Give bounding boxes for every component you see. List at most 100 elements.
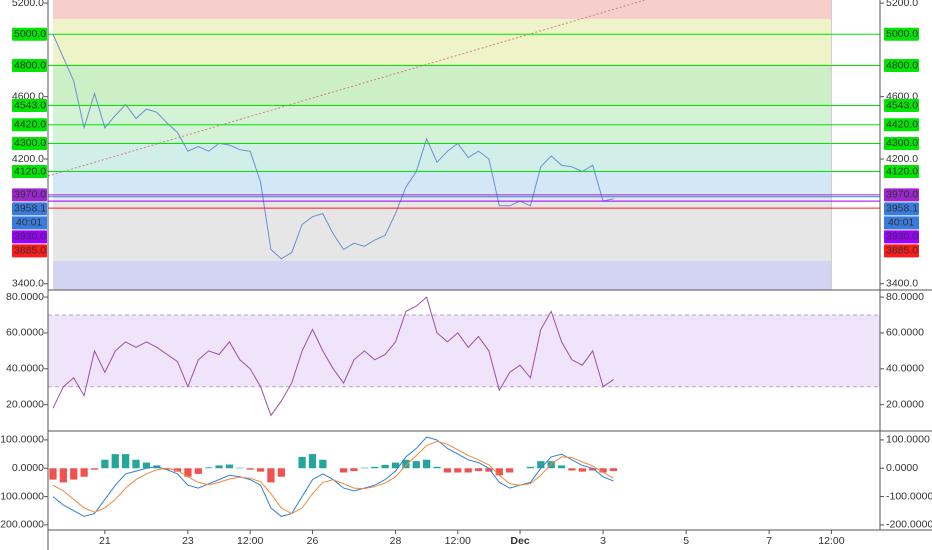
y-tick-label: 60.0000 — [6, 327, 44, 339]
level-box — [884, 99, 919, 113]
x-tick-label: 12:00 — [818, 535, 844, 547]
y-tick-label: 0.0000 — [886, 462, 918, 474]
histogram-bar — [371, 466, 379, 469]
histogram-bar — [256, 468, 265, 472]
band — [52, 143, 832, 172]
histogram-bar — [122, 454, 130, 469]
countdown: 40:01 — [16, 217, 42, 229]
level-label: 3958.1 — [886, 203, 918, 215]
level-box — [884, 230, 919, 244]
level-box — [12, 202, 47, 216]
level-label: 3885.0 — [886, 245, 918, 257]
histogram-bar — [485, 468, 493, 472]
y-tick-label: -100.0000 — [0, 490, 44, 502]
histogram-bar — [163, 468, 171, 470]
histogram-bar — [184, 468, 192, 477]
y-tick-label: 80.0000 — [6, 291, 44, 303]
band — [52, 65, 832, 106]
level-box — [12, 244, 47, 258]
histogram-bar — [225, 464, 234, 469]
level-box — [884, 188, 919, 202]
histogram-bar — [350, 468, 358, 472]
histogram-bar — [526, 466, 535, 469]
y-tick-label: -100.0000 — [886, 490, 932, 502]
level-label: 4300.0 — [886, 137, 918, 149]
level-box — [12, 27, 47, 41]
y-tick-label: 20.0000 — [6, 398, 44, 410]
level-label: 3885.0 — [14, 245, 46, 257]
histogram-bar — [360, 467, 368, 469]
level-box — [884, 202, 919, 216]
level-label: 3930.0 — [886, 231, 918, 243]
histogram-bar — [194, 468, 202, 474]
histogram-bar — [277, 468, 285, 477]
histogram-bar — [443, 468, 452, 473]
histogram-bar — [464, 468, 472, 473]
histogram-bar — [495, 468, 503, 476]
histogram-bar — [80, 468, 88, 477]
band — [52, 194, 832, 261]
level-label: 3930.0 — [14, 231, 46, 243]
histogram-bar — [173, 468, 182, 472]
histogram-bar — [381, 464, 389, 469]
histogram-bar — [609, 468, 618, 472]
countdown: 40:01 — [888, 217, 914, 229]
y-tick-label: 40.0000 — [6, 363, 44, 375]
histogram-bar — [59, 468, 67, 483]
level-label: 4120.0 — [886, 165, 918, 177]
histogram-bar — [246, 468, 254, 470]
x-tick-label: 3 — [600, 535, 606, 547]
histogram-bar — [557, 465, 566, 469]
x-tick-label: 12:00 — [445, 535, 471, 547]
level-box — [884, 136, 919, 150]
y-tick-label: 4200.0 — [886, 153, 918, 165]
x-tick-label: 23 — [182, 535, 194, 547]
y-tick-label: 100.0000 — [0, 434, 44, 446]
histogram-bar — [215, 465, 223, 469]
y-tick-label: 4200.0 — [12, 153, 44, 165]
level-label: 3958.1 — [14, 203, 46, 215]
level-box — [884, 58, 919, 72]
x-tick-label: 26 — [307, 535, 319, 547]
x-tick-label: 12:00 — [237, 535, 263, 547]
histogram-bar — [339, 468, 348, 473]
histogram-bar — [423, 459, 431, 469]
series-line — [52, 296, 614, 417]
x-tick-label: 7 — [766, 535, 772, 547]
level-box — [884, 27, 919, 41]
level-box — [12, 136, 47, 150]
y-tick-label: 3400.0 — [12, 278, 44, 290]
level-label: 4420.0 — [14, 119, 46, 131]
histogram-bar — [589, 468, 597, 471]
series-line — [52, 436, 614, 517]
histogram-bar — [236, 467, 244, 469]
level-box — [12, 58, 47, 72]
histogram-bar — [599, 468, 607, 473]
histogram-bar — [391, 462, 400, 469]
y-tick-label: -200.0000 — [0, 519, 44, 531]
histogram-bar — [568, 468, 576, 471]
y-tick-label: 3400.0 — [886, 278, 918, 290]
histogram-bar — [205, 467, 213, 469]
histogram-bar — [111, 454, 119, 469]
level-label: 4543.0 — [14, 99, 46, 111]
level-label: 4120.0 — [14, 165, 46, 177]
band — [52, 0, 832, 20]
histogram-bar — [267, 468, 275, 483]
histogram-bar — [308, 454, 317, 469]
y-tick-label: 60.0000 — [886, 327, 924, 339]
level-label: 4543.0 — [886, 99, 918, 111]
histogram-bar — [101, 459, 109, 469]
level-box — [884, 118, 919, 132]
level-box — [12, 118, 47, 132]
histogram-bar — [298, 456, 306, 469]
histogram-bar — [578, 468, 586, 472]
y-tick-label: 20.0000 — [886, 398, 924, 410]
band — [48, 315, 880, 387]
countdown-box — [884, 216, 919, 230]
histogram-bar — [506, 468, 514, 473]
histogram-bar — [433, 466, 441, 469]
band — [52, 19, 832, 66]
y-tick-label: 5200.0 — [886, 0, 918, 9]
